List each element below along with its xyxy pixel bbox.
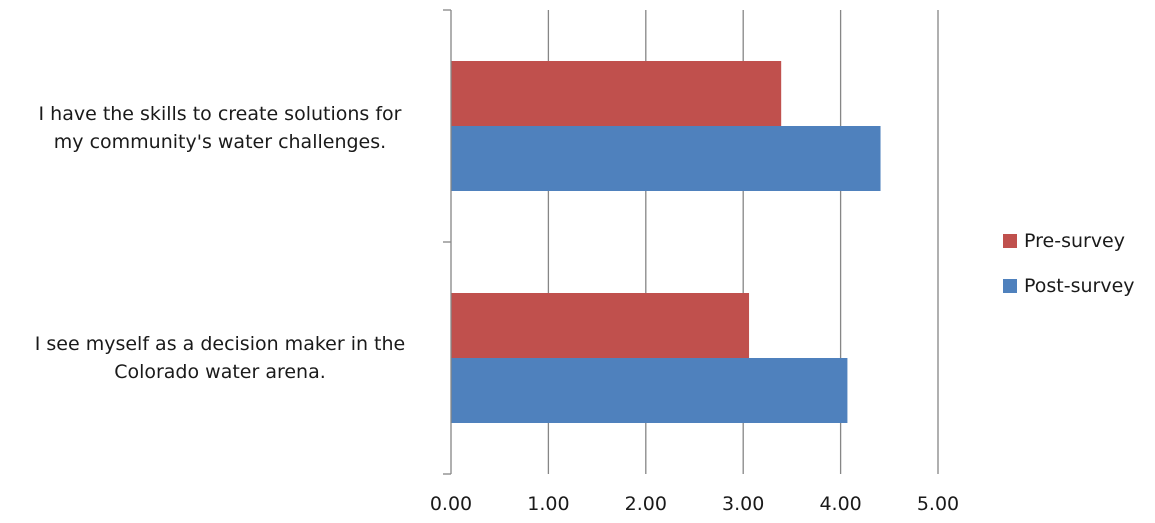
x-tick-label: 3.00	[722, 493, 764, 515]
x-tick-label: 4.00	[819, 493, 861, 515]
category-label-line: I see myself as a decision maker in the	[34, 333, 406, 355]
category-label-skills: I have the skills to create solutions fo…	[0, 100, 440, 156]
legend-swatch-post-survey	[1003, 279, 1017, 293]
category-label-line: Colorado water arena.	[114, 361, 326, 383]
legend-label-pre-survey: Pre-survey	[1024, 230, 1125, 252]
legend-swatch-pre-survey	[1003, 234, 1017, 248]
x-tick-label: 0.00	[430, 493, 472, 515]
bar-pre-survey-2	[451, 293, 750, 358]
legend-item-pre-survey: Pre-survey	[1003, 228, 1135, 254]
legend: Pre-survey Post-survey	[1003, 228, 1135, 318]
x-tick-label: 5.00	[917, 493, 959, 515]
category-label-line: my community's water challenges.	[53, 131, 387, 153]
category-label-line: I have the skills to create solutions fo…	[38, 103, 402, 125]
legend-label-post-survey: Post-survey	[1024, 275, 1135, 297]
bar-post-survey-1	[451, 126, 881, 191]
bar-post-survey-2	[451, 358, 848, 423]
bar-pre-survey-1	[451, 61, 782, 126]
x-tick-label: 1.00	[527, 493, 569, 515]
legend-item-post-survey: Post-survey	[1003, 273, 1135, 299]
x-tick-label: 2.00	[625, 493, 667, 515]
category-label-decision-maker: I see myself as a decision maker in the …	[0, 330, 440, 386]
